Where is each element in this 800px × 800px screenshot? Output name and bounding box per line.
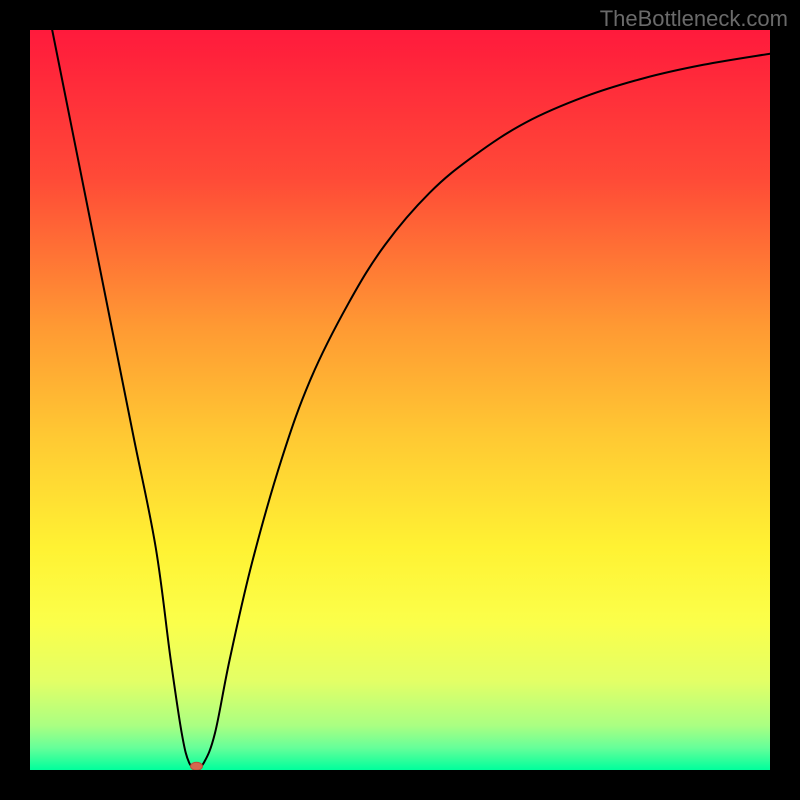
plot-area — [30, 30, 770, 770]
minimum-marker — [191, 762, 203, 770]
watermark-text: TheBottleneck.com — [600, 6, 788, 32]
chart-outer: TheBottleneck.com — [0, 0, 800, 800]
plot-svg — [30, 30, 770, 770]
gradient-background — [30, 30, 770, 770]
